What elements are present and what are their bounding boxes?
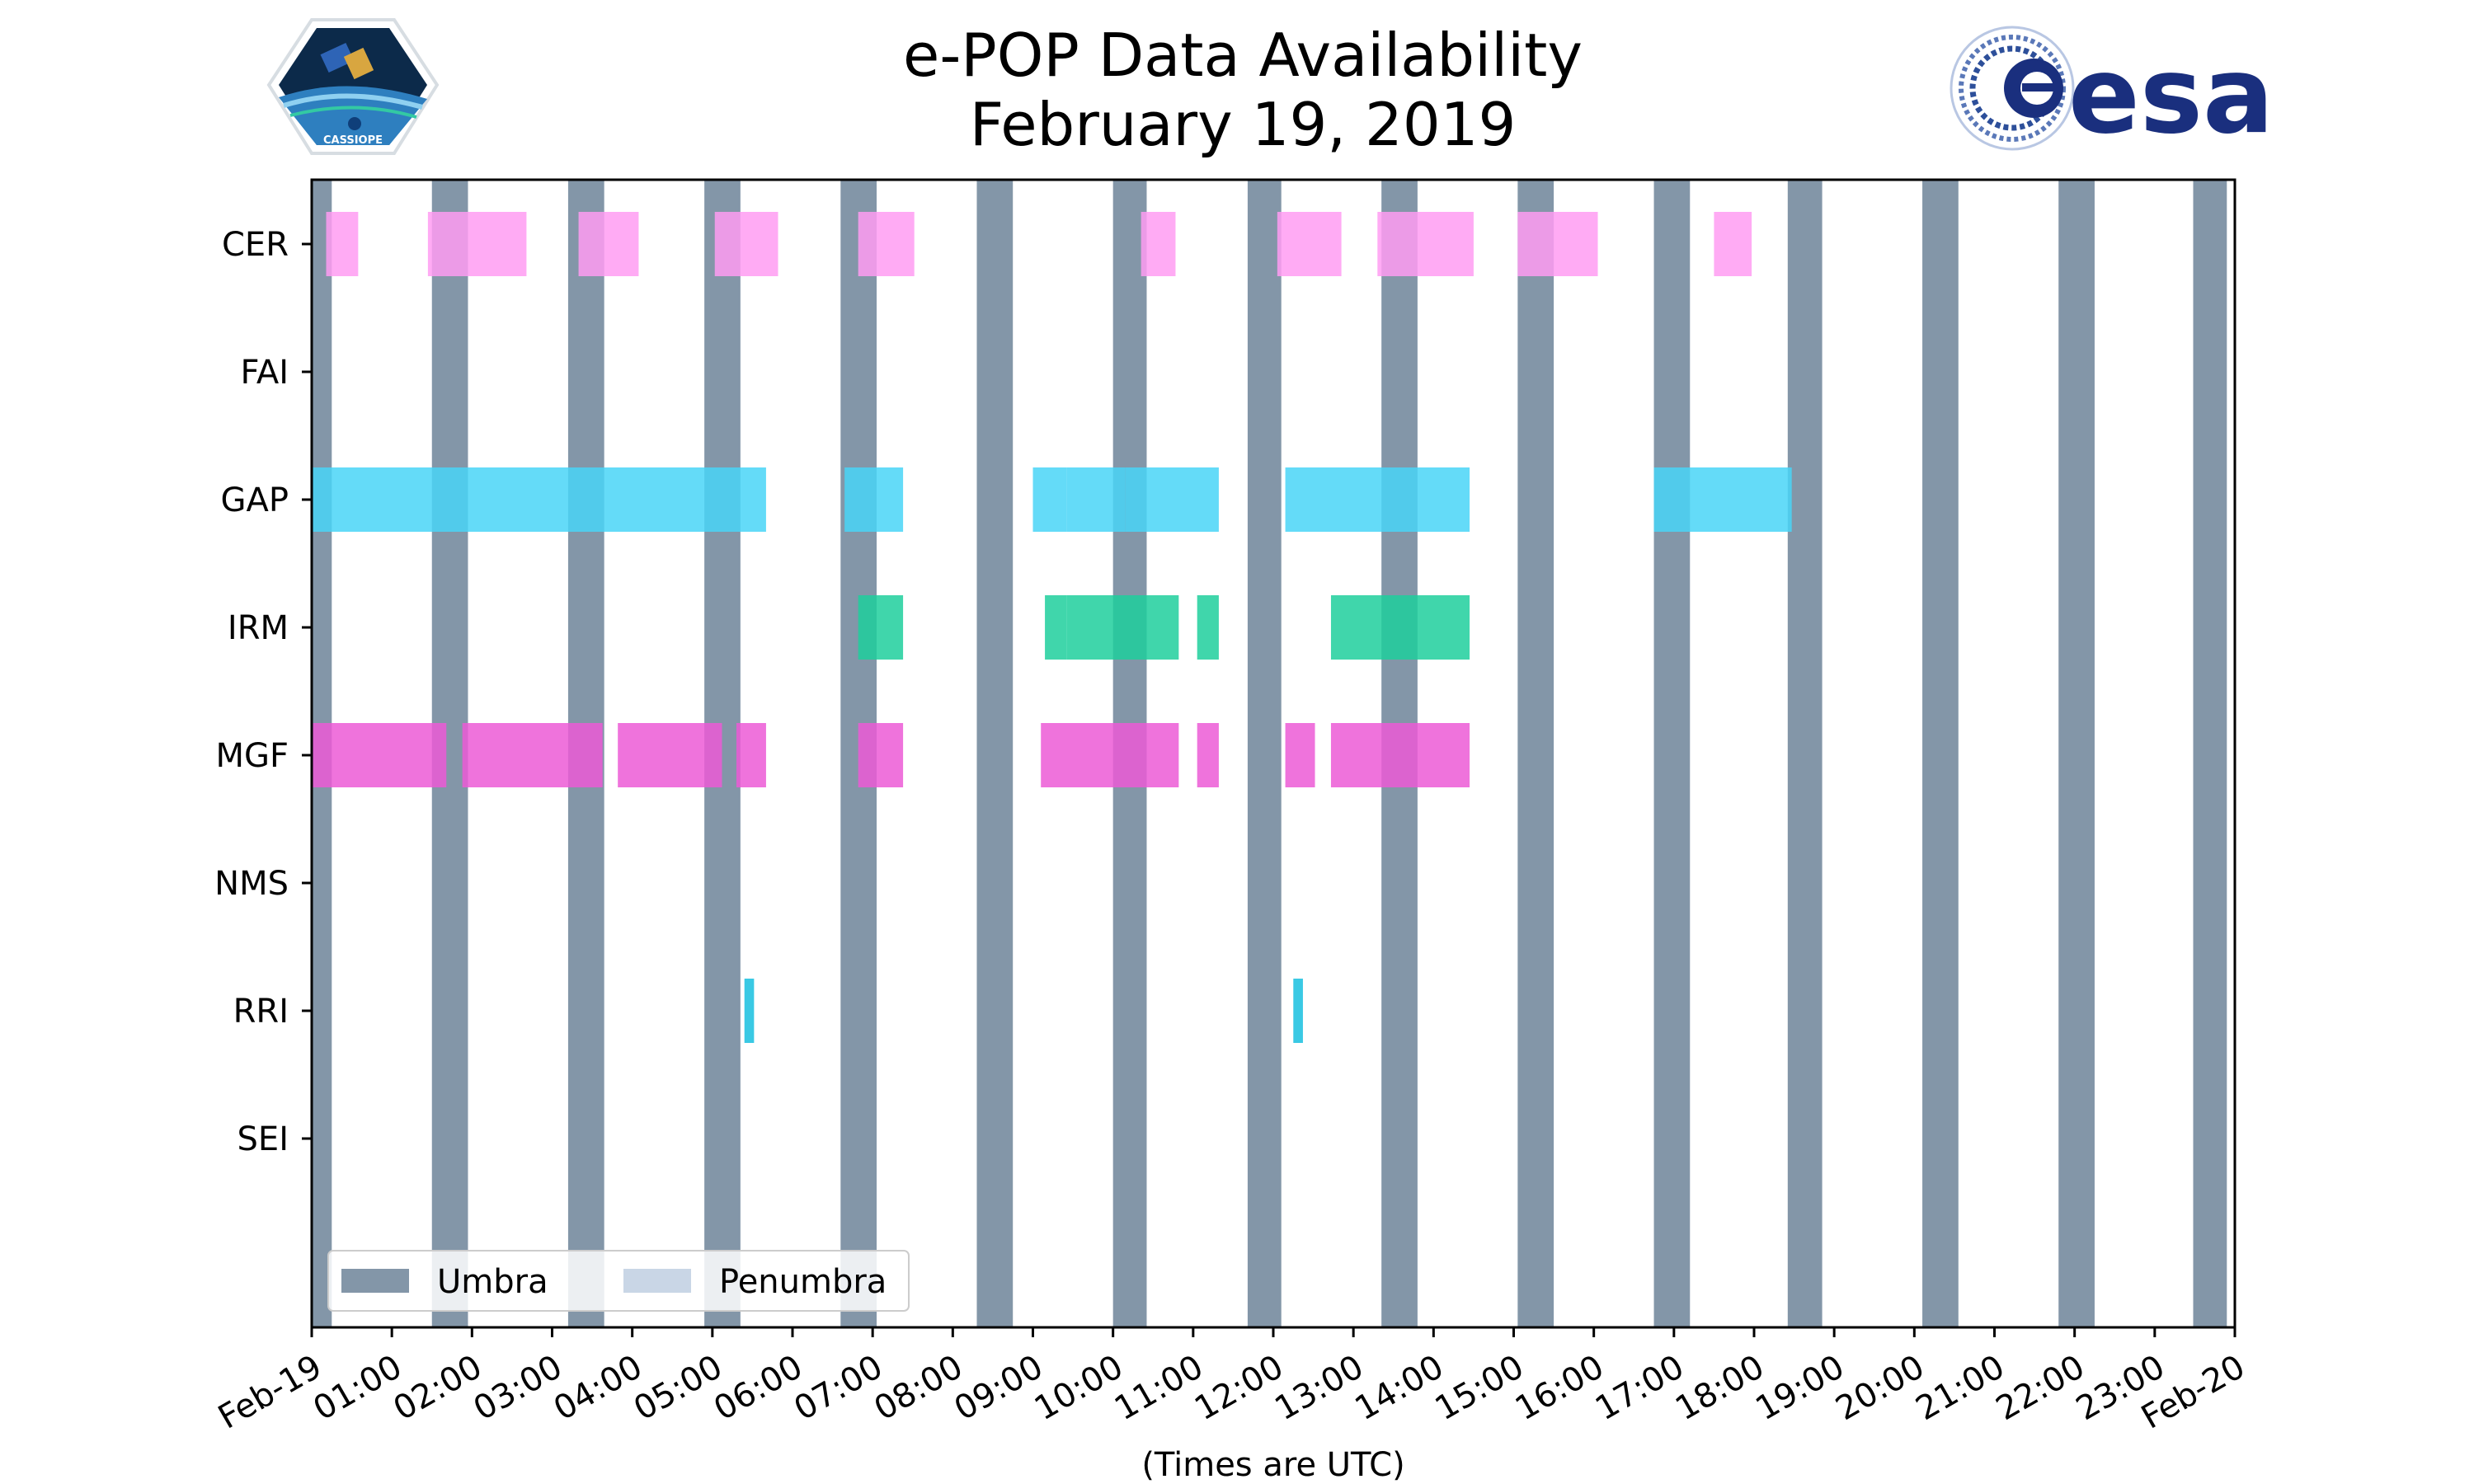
x-axis-label: (Times are UTC) [1141, 1446, 1404, 1484]
x-tick-label: 13:00 [1268, 1348, 1370, 1428]
bar-irm [1045, 595, 1067, 660]
x-tick-label: 17:00 [1589, 1348, 1691, 1428]
chart-subtitle: February 19, 2019 [970, 90, 1517, 159]
x-tick-label: 21:00 [1910, 1348, 2011, 1428]
umbra-band [1517, 180, 1554, 1327]
umbra-band [2058, 180, 2095, 1327]
x-tick-label: 06:00 [708, 1348, 809, 1428]
bar-mgf [736, 723, 766, 787]
umbra-bands [312, 180, 2227, 1327]
umbra-band [1787, 180, 1823, 1327]
bar-gap [1066, 467, 1126, 532]
bar-mgf [1197, 723, 1219, 787]
x-tick-label: 19:00 [1749, 1348, 1851, 1428]
bar-mgf [1330, 723, 1470, 787]
x-axis: Feb-1901:0002:0003:0004:0005:0006:0007:0… [212, 1327, 2251, 1437]
y-tick-label: NMS [214, 865, 289, 903]
cassiope-logo: CASSIOPE [266, 18, 440, 155]
chart-title: e-POP Data Availability [903, 21, 1583, 90]
bar-mgf [1041, 723, 1179, 787]
y-tick-label: CER [222, 226, 289, 264]
y-tick-label: RRI [233, 993, 289, 1031]
bar-cer [1517, 212, 1598, 276]
umbra-band [1653, 180, 1691, 1327]
x-tick-label: 14:00 [1348, 1348, 1450, 1428]
y-axis: CER FAI GAP IRM MGF NMS RRI SEI [214, 226, 312, 1158]
y-tick-label: FAI [241, 354, 289, 392]
umbra-band [1922, 180, 1959, 1327]
bar-irm [1197, 595, 1219, 660]
y-tick-label: SEI [238, 1120, 289, 1158]
bar-gap [1653, 467, 1792, 532]
x-tick-label: 05:00 [628, 1348, 729, 1428]
bar-rri [744, 979, 755, 1043]
bar-mgf [618, 723, 722, 787]
cassiope-logo-text: CASSIOPE [323, 134, 383, 147]
x-tick-label: 18:00 [1669, 1348, 1771, 1428]
x-tick-label: 11:00 [1108, 1348, 1210, 1428]
bar-gap [312, 467, 766, 532]
bar-cer [427, 212, 527, 276]
umbra-band [976, 180, 1014, 1327]
bar-irm [858, 595, 904, 660]
esa-logo: esa [1950, 26, 2274, 157]
x-tick-label: 07:00 [788, 1348, 889, 1428]
bar-cer [1714, 212, 1752, 276]
x-tick-label: 20:00 [1829, 1348, 1931, 1428]
umbra-band [2193, 180, 2227, 1327]
esa-logo-text: esa [2068, 35, 2274, 157]
bar-gap [844, 467, 904, 532]
bar-cer [1277, 212, 1342, 276]
legend-umbra-swatch [341, 1269, 409, 1293]
legend: Umbra Penumbra [327, 1250, 910, 1312]
y-tick-label: GAP [221, 481, 289, 519]
x-tick-label: 09:00 [948, 1348, 1050, 1428]
bar-mgf [858, 723, 904, 787]
x-tick-label: 03:00 [468, 1348, 569, 1428]
legend-penumbra-label: Penumbra [719, 1263, 887, 1301]
x-tick-label: 16:00 [1509, 1348, 1611, 1428]
bar-gap [1032, 467, 1067, 532]
x-tick-label: 22:00 [1990, 1348, 2091, 1428]
x-tick-label: 10:00 [1028, 1348, 1130, 1428]
y-tick-label: MGF [215, 737, 289, 775]
x-tick-label: 04:00 [548, 1348, 649, 1428]
x-tick-label: 08:00 [868, 1348, 969, 1428]
instrument-bars [312, 212, 1792, 1043]
bar-mgf [312, 723, 447, 787]
bar-cer [714, 212, 778, 276]
bar-mgf [1285, 723, 1315, 787]
bar-gap [1125, 467, 1219, 532]
legend-penumbra-swatch [623, 1269, 691, 1293]
bar-irm [1066, 595, 1179, 660]
bar-cer [1141, 212, 1176, 276]
bar-cer [858, 212, 915, 276]
bar-cer [578, 212, 639, 276]
y-tick-label: IRM [228, 609, 289, 647]
bar-gap [1285, 467, 1470, 532]
x-tick-label: 02:00 [387, 1348, 488, 1428]
bar-mgf [462, 723, 603, 787]
bar-irm [1330, 595, 1470, 660]
umbra-band [1247, 180, 1282, 1327]
legend-box [327, 1250, 910, 1312]
bar-cer [326, 212, 359, 276]
x-tick-label: 15:00 [1429, 1348, 1531, 1428]
x-tick-label: 12:00 [1188, 1348, 1290, 1428]
legend-umbra-label: Umbra [437, 1263, 548, 1301]
x-tick-label: 01:00 [307, 1348, 408, 1428]
bar-cer [1377, 212, 1474, 276]
bar-rri [1293, 979, 1303, 1043]
